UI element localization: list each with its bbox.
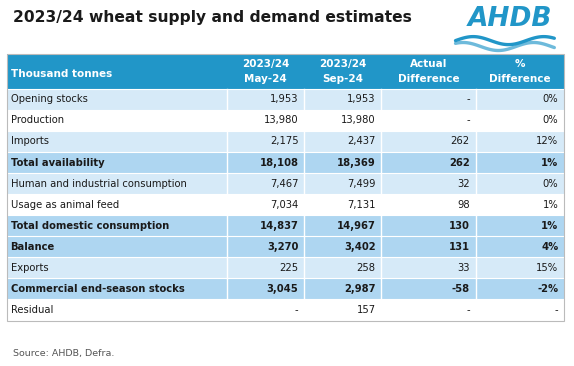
Text: Residual: Residual [10,305,53,315]
Bar [7,131,564,152]
Bar [7,152,564,173]
Text: 14,837: 14,837 [259,221,298,231]
Text: 7,131: 7,131 [347,200,375,210]
Text: 1%: 1% [542,200,559,210]
Text: Production: Production [10,115,64,126]
Text: 1,953: 1,953 [347,94,375,104]
Text: 2,987: 2,987 [344,284,375,294]
Text: 1,953: 1,953 [270,94,298,104]
Text: 258: 258 [356,263,375,273]
Text: Actual: Actual [410,60,447,70]
Text: AHDB: AHDB [468,6,553,32]
Text: Thousand tonnes: Thousand tonnes [10,69,112,79]
Text: 15%: 15% [536,263,559,273]
Bar [7,89,564,110]
Text: 262: 262 [451,137,470,146]
Text: Exports: Exports [10,263,48,273]
Text: 13,980: 13,980 [341,115,375,126]
Text: 157: 157 [356,305,375,315]
Text: May-24: May-24 [244,74,287,84]
Text: 18,369: 18,369 [337,157,375,168]
Bar [7,236,564,257]
Text: 3,402: 3,402 [344,242,375,252]
Text: -58: -58 [452,284,470,294]
Text: Difference: Difference [489,74,550,84]
Text: 2,175: 2,175 [270,137,298,146]
Text: Commercial end-season stocks: Commercial end-season stocks [10,284,184,294]
Text: Total domestic consumption: Total domestic consumption [10,221,169,231]
Text: 12%: 12% [536,137,559,146]
Bar [7,173,564,194]
Text: 2,437: 2,437 [347,137,375,146]
Text: 2023/24 wheat supply and demand estimates: 2023/24 wheat supply and demand estimate… [13,11,412,26]
Bar [7,257,564,279]
Text: 131: 131 [449,242,470,252]
Text: 7,034: 7,034 [270,200,298,210]
Text: Total availability: Total availability [10,157,104,168]
Text: -: - [466,94,470,104]
Text: -: - [466,305,470,315]
Bar [7,194,564,215]
Text: Source: AHDB, Defra.: Source: AHDB, Defra. [13,349,114,358]
Text: 262: 262 [449,157,470,168]
Text: Difference: Difference [398,74,459,84]
Text: 98: 98 [457,200,470,210]
Text: 4%: 4% [541,242,559,252]
Text: Imports: Imports [10,137,49,146]
Text: 0%: 0% [542,115,559,126]
Text: Usage as animal feed: Usage as animal feed [10,200,119,210]
Text: -: - [295,305,298,315]
Text: Sep-24: Sep-24 [322,74,363,84]
Text: 7,467: 7,467 [270,179,298,188]
Text: 14,967: 14,967 [337,221,375,231]
Text: 2023/24: 2023/24 [319,60,366,70]
Text: -2%: -2% [537,284,559,294]
Text: -: - [554,305,559,315]
Text: 2023/24: 2023/24 [242,60,289,70]
Text: -: - [466,115,470,126]
Bar [7,54,564,89]
Bar [7,215,564,236]
Text: Human and industrial consumption: Human and industrial consumption [10,179,187,188]
Text: 1%: 1% [541,157,559,168]
Bar [7,279,564,299]
Text: Opening stocks: Opening stocks [10,94,87,104]
Bar [7,299,564,321]
Text: 0%: 0% [542,94,559,104]
Text: 32: 32 [457,179,470,188]
Text: 225: 225 [280,263,298,273]
Text: 3,045: 3,045 [267,284,298,294]
Text: 33: 33 [457,263,470,273]
Text: 7,499: 7,499 [347,179,375,188]
Bar [7,110,564,131]
Text: %: % [514,60,525,70]
Text: Balance: Balance [10,242,55,252]
Text: 0%: 0% [542,179,559,188]
Text: 13,980: 13,980 [264,115,298,126]
Text: 18,108: 18,108 [259,157,298,168]
Text: 1%: 1% [541,221,559,231]
Text: 130: 130 [449,221,470,231]
Text: 3,270: 3,270 [267,242,298,252]
